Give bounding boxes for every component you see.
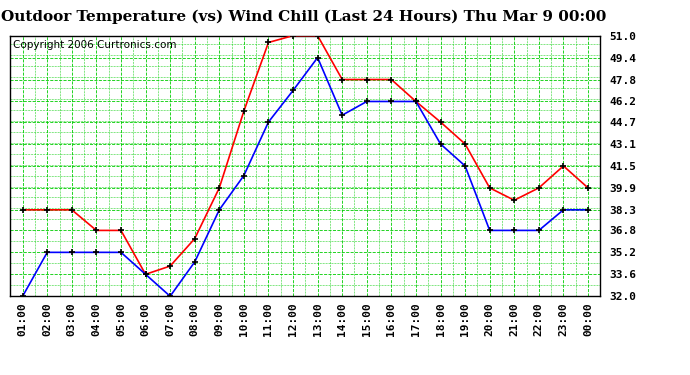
Text: Copyright 2006 Curtronics.com: Copyright 2006 Curtronics.com [13, 39, 177, 50]
Text: Outdoor Temperature (vs) Wind Chill (Last 24 Hours) Thu Mar 9 00:00: Outdoor Temperature (vs) Wind Chill (Las… [1, 9, 607, 24]
